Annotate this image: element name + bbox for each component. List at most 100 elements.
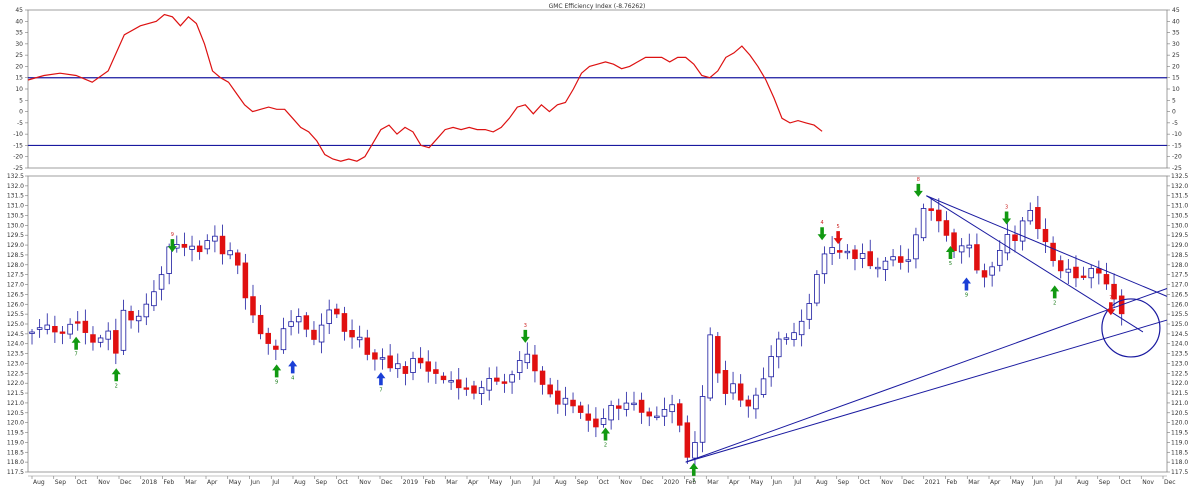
signal-count-label: 7	[1109, 295, 1112, 301]
x-axis: Aug Sep Oct Nov Dec 2018 Feb Mar Apr May Jun Jul Aug…	[28, 475, 1176, 486]
candle-up	[760, 378, 767, 395]
candle-up	[669, 404, 675, 413]
candle-up	[707, 334, 713, 399]
x-tick-label: Feb	[686, 479, 697, 486]
x-tick-label: Jun	[511, 479, 522, 486]
x-tick-label: Jun	[250, 479, 261, 486]
x-tick-label: Aug	[555, 479, 567, 486]
candle-down	[372, 352, 378, 360]
x-tick-label: Oct	[77, 479, 88, 486]
candle-down	[974, 244, 980, 271]
candle-up	[295, 316, 302, 323]
x-tick-label: Aug	[33, 479, 45, 486]
candle-down	[242, 262, 249, 299]
y-tick-label-left: -10	[13, 131, 23, 138]
signal-arrow	[272, 364, 282, 378]
y-tick-label-left: -25	[13, 165, 23, 172]
y-tick-label-right: 130.0	[1171, 222, 1188, 229]
y-tick-label-right: 123.5	[1171, 351, 1188, 358]
x-tick-label: Apr	[207, 479, 218, 486]
candle-down	[387, 355, 393, 369]
x-tick-label: Oct	[860, 479, 871, 486]
x-tick-label: Apr	[468, 479, 479, 486]
candle-down	[1096, 268, 1102, 274]
candle-up	[806, 303, 813, 320]
candle-up	[29, 331, 35, 334]
x-tick-label: Sep	[55, 479, 67, 486]
signal-count-label: 3	[524, 323, 527, 329]
candle-up	[448, 380, 454, 383]
x-tick-label: Sep	[1099, 479, 1111, 486]
candle-up	[692, 442, 698, 459]
y-tick-label-right: 118.0	[1171, 459, 1188, 466]
candle-down	[1012, 234, 1018, 241]
candle-down	[90, 334, 96, 343]
signal-arrow	[167, 239, 177, 253]
x-tick-label: Dec	[381, 479, 393, 486]
candle-down	[425, 361, 432, 372]
candle-up	[212, 235, 218, 242]
candle-up	[204, 240, 211, 250]
candle-down	[1042, 228, 1049, 243]
signal-count-label: 2	[115, 383, 118, 389]
candle-down	[555, 390, 561, 405]
candle-up	[966, 244, 973, 249]
candle-down	[570, 399, 576, 407]
indicator-panel: 45 45 40 40 35 35 30 30 25 25 20 20 15 15 10 10 5 5 0 0 -5 -5…	[13, 7, 1182, 172]
y-tick-label-left: 130.0	[7, 222, 24, 229]
support-trendline-lower	[685, 319, 1168, 463]
candle-up	[783, 337, 790, 340]
candle-down	[745, 399, 752, 407]
y-tick-label-right: 20	[1172, 63, 1180, 70]
candle-up	[1004, 234, 1011, 254]
signal-count-label: 3	[1005, 204, 1008, 210]
candle-down	[417, 357, 424, 364]
y-tick-label-left: 125.5	[7, 311, 24, 318]
x-tick-label: Oct	[338, 479, 349, 486]
y-tick-label-left: 15	[15, 75, 23, 82]
y-tick-label-right: 117.5	[1171, 469, 1188, 476]
candle-up	[395, 363, 401, 370]
y-tick-label-right: 128.0	[1171, 262, 1188, 269]
y-tick-label-left: 129.5	[7, 232, 24, 239]
candle-down	[303, 315, 310, 330]
candle-up	[97, 337, 104, 343]
x-tick-label: Oct	[599, 479, 610, 486]
signal-count-label: 9	[275, 379, 278, 385]
candle-up	[798, 320, 805, 336]
candle-up	[67, 323, 73, 335]
candle-up	[821, 253, 828, 275]
y-tick-label-left: 30	[15, 41, 23, 48]
candle-up	[486, 378, 492, 391]
candle-up	[524, 353, 531, 364]
y-tick-label-left: 20	[15, 63, 23, 70]
y-tick-label-right: 35	[1172, 30, 1180, 37]
y-tick-label-left: 131.5	[7, 193, 24, 200]
candle-up	[135, 315, 142, 322]
candle-up	[288, 321, 294, 327]
y-tick-label-left: 10	[15, 86, 23, 93]
y-tick-label-right: 123.0	[1171, 360, 1188, 367]
signal-arrow	[961, 277, 971, 291]
candle-up	[151, 291, 157, 307]
support-trendline-upper	[685, 288, 1168, 463]
y-tick-label-left: 127.0	[7, 282, 24, 289]
y-tick-label-right: 120.5	[1171, 410, 1188, 417]
candle-down	[1035, 207, 1041, 230]
candle-down	[722, 370, 729, 394]
y-tick-label-right: 40	[1172, 18, 1180, 25]
candle-down	[52, 325, 58, 333]
y-tick-label-left: 132.5	[7, 173, 24, 180]
candle-up	[859, 253, 866, 259]
candle-up	[882, 260, 889, 270]
y-tick-label-left: 121.5	[7, 390, 24, 397]
price-panel: 132.5 132.5 132.0 132.0 131.5 131.5 131.0 131.0…	[7, 173, 1189, 484]
y-tick-label-left: 5	[19, 97, 23, 104]
candle-up	[516, 360, 523, 373]
x-tick-label: 2020	[664, 479, 679, 486]
candle-down	[1080, 275, 1087, 278]
candle-up	[814, 274, 820, 304]
